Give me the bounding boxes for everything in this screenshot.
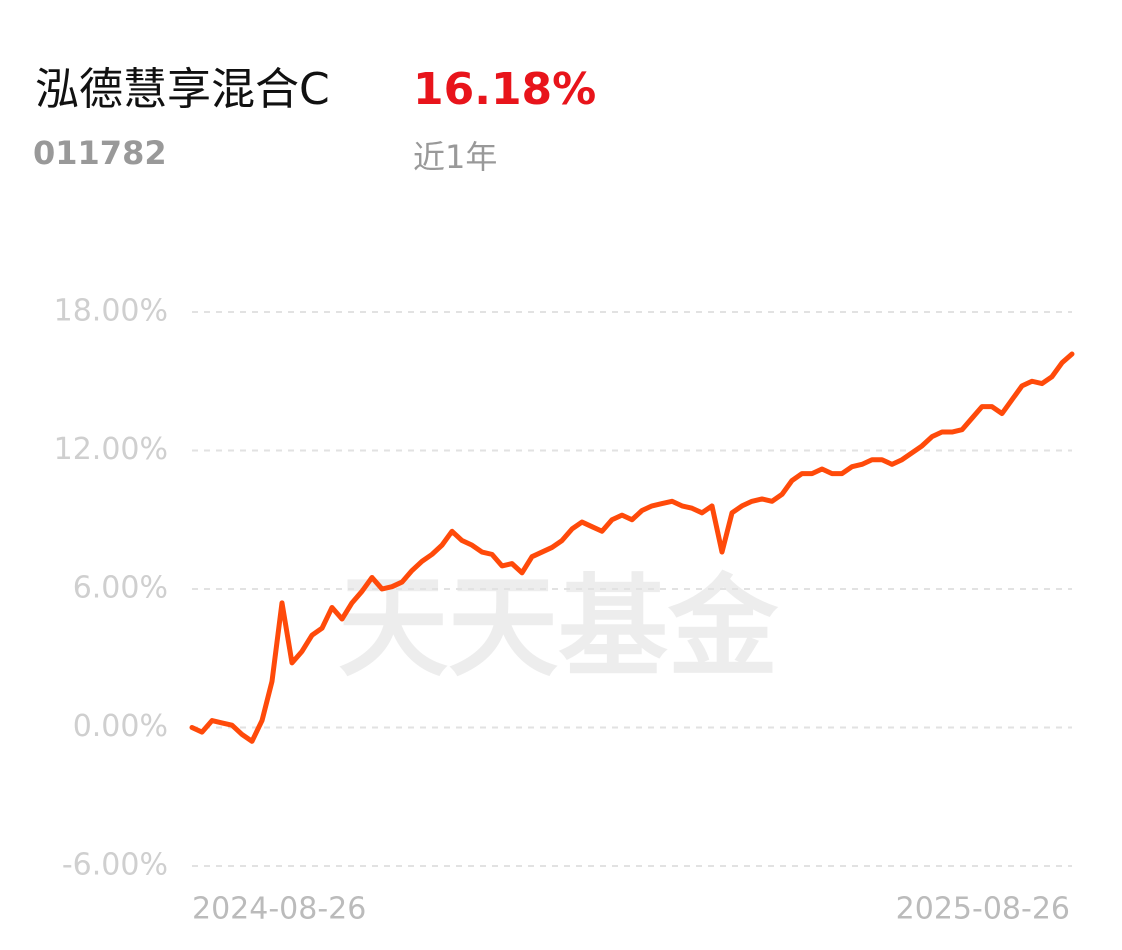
- x-tick-label: 2024-08-26: [192, 892, 366, 927]
- y-tick-label: 6.00%: [73, 571, 168, 606]
- watermark: 天天基金: [338, 563, 779, 691]
- fund-line: [189, 351, 1075, 744]
- fund-code: 011782: [33, 134, 167, 172]
- x-tick-label: 2025-08-26: [896, 892, 1070, 927]
- y-tick-label: 0.00%: [73, 709, 168, 744]
- fund-return: 16.18%: [413, 64, 596, 115]
- period-label: 近1年: [413, 138, 497, 176]
- y-tick-label: 18.00%: [54, 294, 168, 329]
- fund-title: 泓德慧享混合C: [35, 64, 330, 115]
- y-tick-label: 12.00%: [54, 432, 168, 467]
- y-tick-label: -6.00%: [62, 848, 168, 883]
